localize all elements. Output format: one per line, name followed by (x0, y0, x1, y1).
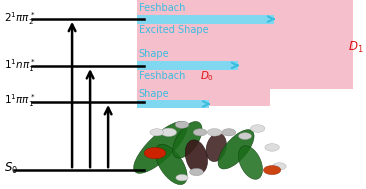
Circle shape (161, 128, 176, 136)
Text: Excited Shape: Excited Shape (139, 25, 208, 35)
Circle shape (176, 174, 188, 181)
Bar (137, 61, 238, 70)
Bar (137, 15, 274, 24)
Circle shape (239, 133, 251, 139)
Text: $1^1\pi\pi_1^*$: $1^1\pi\pi_1^*$ (4, 92, 35, 109)
Circle shape (272, 163, 286, 170)
Circle shape (193, 129, 207, 136)
Text: $D_1$: $D_1$ (348, 40, 363, 55)
Circle shape (190, 168, 203, 176)
Ellipse shape (238, 146, 262, 179)
Text: $S_0$: $S_0$ (4, 161, 18, 176)
Circle shape (265, 144, 279, 151)
Bar (137, 100, 209, 108)
Ellipse shape (218, 130, 254, 169)
Circle shape (207, 129, 222, 136)
Ellipse shape (185, 140, 208, 174)
Text: $1^1n\pi_1^*$: $1^1n\pi_1^*$ (4, 57, 36, 74)
Bar (137, 0, 270, 106)
Ellipse shape (134, 122, 187, 173)
Circle shape (144, 147, 166, 159)
Ellipse shape (155, 144, 187, 185)
Bar (270, 0, 353, 89)
Text: Feshbach: Feshbach (139, 71, 185, 81)
Text: Shape: Shape (139, 49, 169, 59)
Circle shape (150, 129, 164, 136)
Circle shape (222, 129, 236, 136)
Ellipse shape (206, 133, 227, 162)
Text: $D_0$: $D_0$ (200, 69, 214, 83)
Ellipse shape (173, 122, 202, 158)
Circle shape (264, 166, 281, 175)
Text: Shape: Shape (139, 89, 169, 99)
Text: $2^1\pi\pi_2^*$: $2^1\pi\pi_2^*$ (4, 11, 35, 27)
Text: Feshbach: Feshbach (139, 3, 185, 13)
Circle shape (175, 121, 189, 128)
Circle shape (250, 125, 265, 132)
